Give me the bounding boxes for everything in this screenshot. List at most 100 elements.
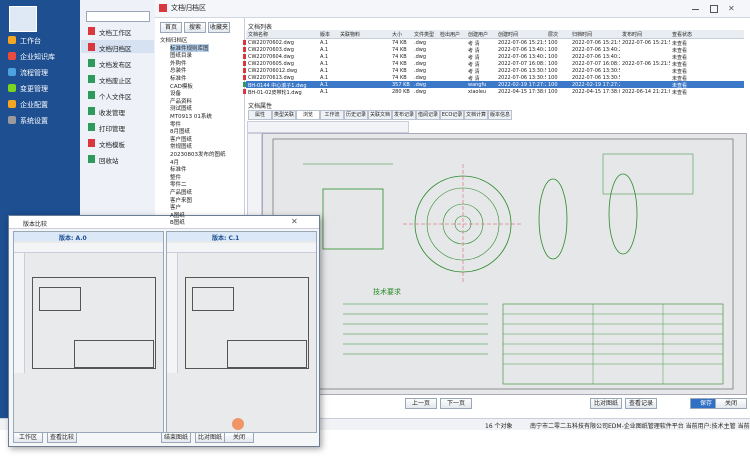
compare-pane: 版本: C.1 (166, 231, 317, 433)
action-button[interactable]: 查看记录 (625, 398, 657, 409)
tree-node[interactable]: 零件 (170, 121, 182, 128)
compare-button[interactable]: 工作区 (13, 432, 43, 443)
tree-node[interactable]: 20230803发布的图纸 (170, 152, 226, 158)
table-cell: CW22070602.dwg (248, 40, 294, 46)
table-cell: A.1 (320, 54, 329, 60)
tree-node[interactable]: 产品图纸 (170, 190, 193, 196)
table-cell: 74 KB (392, 75, 407, 81)
compare-button[interactable]: 查看比较 (47, 432, 77, 443)
nav-item[interactable]: 企业知识库 (20, 53, 55, 61)
compare-button[interactable]: 比对图纸 (195, 432, 225, 443)
tree-node[interactable]: 零件二 (170, 182, 187, 189)
nav-icon (8, 68, 16, 76)
tree-node[interactable]: CAD模板 (170, 83, 193, 90)
compare-pane: 版本: A.0 (13, 231, 164, 433)
nav-item[interactable]: 系统设置 (20, 117, 48, 125)
tree-node[interactable]: 客户 (170, 205, 182, 212)
column-header: 文件类型 (414, 32, 435, 38)
tree-node[interactable]: 客户来图 (170, 197, 193, 204)
title-icon (159, 4, 167, 12)
tree-node[interactable]: 标准件规则库图 (170, 43, 209, 52)
module-icon (88, 59, 95, 67)
tab[interactable]: 历史记录 (344, 110, 368, 120)
tab[interactable]: 关联文档 (368, 110, 392, 120)
tree-node[interactable]: 总装件 (170, 68, 187, 75)
tree-node[interactable]: 文档归档区 (160, 38, 188, 44)
nav-icon (8, 52, 16, 60)
tree-node[interactable]: A图纸 (170, 212, 185, 219)
module-item[interactable]: 个人文件区 (99, 93, 132, 101)
tree-node[interactable]: MT0913 01系统 (170, 114, 212, 120)
tree-node[interactable]: 标准件 (170, 76, 187, 82)
compare-close[interactable]: ✕ (291, 217, 298, 226)
table-cell: 2022-07-06 15:21:57 (572, 40, 620, 46)
search-box[interactable] (86, 11, 150, 22)
table-cell: .dwg (414, 54, 427, 60)
module-item[interactable]: 打印管理 (99, 125, 125, 133)
tree-node[interactable]: 测试图纸 (170, 106, 193, 113)
table-cell: 未查看 (672, 76, 688, 82)
module-icon (88, 107, 95, 115)
table-cell: 2022-07-06 13:30:57 (498, 68, 546, 74)
action-button[interactable]: 下一页 (440, 398, 472, 409)
tree-node[interactable]: 标准件 (170, 167, 187, 174)
module-item[interactable]: 文档归档区 (99, 45, 132, 53)
compare-button[interactable]: 关闭 (224, 432, 254, 443)
table-cell: 考 清 (468, 55, 480, 61)
action-button[interactable]: 比对图纸 (590, 398, 622, 409)
nav-item[interactable]: 流程管理 (20, 69, 48, 77)
row-icon (243, 82, 246, 87)
module-item[interactable]: 文档废止区 (99, 77, 132, 85)
tab[interactable]: 工作流 (320, 110, 344, 120)
row-icon (243, 61, 246, 66)
nav-item[interactable]: 变更管理 (20, 85, 48, 93)
tree-node[interactable]: 常规图纸 (170, 144, 193, 151)
table-cell: 2022-07-06 13:40:25 (572, 47, 620, 53)
nav-item[interactable]: 企业配置 (20, 101, 48, 109)
tab[interactable]: 版本信息 (488, 110, 512, 120)
compare-button[interactable]: 结束图纸 (161, 432, 191, 443)
column-header: 大小 (392, 32, 403, 38)
tab[interactable]: 属性 (248, 110, 272, 120)
module-item[interactable]: 回收站 (99, 157, 119, 165)
module-item[interactable]: 文档模板 (99, 141, 125, 149)
column-header: 关联物料 (340, 32, 361, 38)
tree-toolbar-button[interactable]: 收藏夹 (208, 22, 230, 33)
tree-node[interactable]: 整件 (170, 174, 182, 181)
action-button[interactable]: 关闭 (715, 398, 747, 409)
module-item[interactable]: 收发管理 (99, 109, 125, 117)
tree-node[interactable]: 外购件 (170, 60, 187, 67)
tab[interactable]: 借阅记录 (416, 110, 440, 120)
tree-node[interactable]: 客户图纸 (170, 136, 193, 143)
tree-node[interactable]: B图纸 (170, 220, 185, 227)
tree-node[interactable]: 图纸目录 (170, 53, 193, 60)
tab[interactable]: 类型关联 (272, 110, 296, 120)
tab[interactable]: 浏览 (296, 110, 320, 120)
compare-title: 版本比较 (23, 221, 48, 228)
action-button[interactable]: 上一页 (405, 398, 437, 409)
nav-item[interactable]: 工作台 (20, 37, 41, 45)
row-icon (243, 68, 246, 73)
module-item[interactable]: 文档发布区 (99, 61, 132, 69)
table-cell: 74 KB (392, 40, 407, 46)
module-item[interactable]: 文档工作区 (99, 29, 132, 37)
tree-node[interactable]: 8月图纸 (170, 129, 190, 136)
row-icon (243, 89, 246, 94)
table-cell: 2022-07-07 16:08:15 (572, 61, 620, 67)
tree-node[interactable]: 4月 (170, 159, 179, 166)
tree-toolbar-button[interactable]: 首页 (160, 22, 182, 33)
tab[interactable]: ECO记录 (440, 110, 464, 120)
pane-toolbar (167, 243, 316, 253)
table-cell: 2022-07-06 15:21:57 (498, 40, 546, 46)
tree-node[interactable]: 设备 (170, 91, 182, 98)
table-cell: 74 KB (392, 61, 407, 67)
drawing-toolbar (247, 121, 409, 133)
tab[interactable]: 发布记录 (392, 110, 416, 120)
nav-icon (8, 36, 16, 44)
pane-drawing (185, 277, 309, 369)
tab[interactable]: 文档计算 (464, 110, 488, 120)
tree-node[interactable]: 产品资料 (170, 98, 193, 105)
tree-toolbar-button[interactable]: 搜索 (184, 22, 206, 33)
window-controls[interactable]: ✕ (690, 4, 740, 13)
table-cell: 考 清 (468, 76, 480, 82)
